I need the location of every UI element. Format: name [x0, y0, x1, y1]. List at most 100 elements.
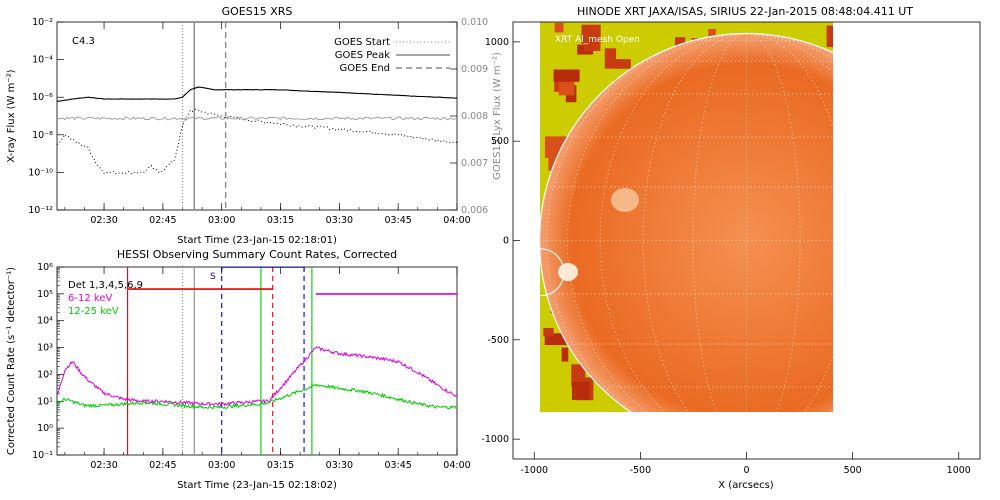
x-tick-label: 03:30	[326, 215, 353, 226]
y-tick-label: 10⁴	[37, 316, 53, 327]
goes-title: GOES15 XRS	[222, 5, 293, 18]
goes-y-axis: 10⁻¹² 10⁻¹⁰ 10⁻⁸ 10⁻⁶ 10⁻⁴ 10⁻²	[28, 17, 64, 216]
xrt-patch	[616, 59, 631, 69]
xrt-patch	[554, 23, 564, 33]
y2-tick-label: 0.010	[461, 17, 488, 28]
xrt-patch	[708, 28, 716, 37]
xrt-y-tick-label: -1000	[481, 434, 509, 445]
y-tick-label: 10¹	[37, 396, 53, 407]
y-tick-label: 10⁶	[37, 262, 53, 273]
x-tick-label: 03:00	[208, 460, 235, 471]
hessi-det-label: Det 1,3,4,5,6,9	[68, 280, 143, 291]
legend-6-12-kev: 6-12 keV	[68, 293, 112, 304]
goes-flare-class: C4.3	[72, 36, 95, 47]
hessi-y-axis: 10⁻¹ 10⁰ 10¹ 10² 10³ 10⁴ 10⁵ 10⁶	[32, 262, 64, 461]
hessi-plot-frame	[56, 266, 458, 456]
grid-longitude	[746, 33, 833, 60]
hessi-saa-marker: S	[210, 272, 216, 282]
y-tick-label: 10²	[37, 369, 53, 380]
xrt-xlabel: X (arcsecs)	[718, 480, 774, 491]
y2-tick-label: 0.006	[461, 205, 488, 216]
hessi-12-25-kev	[57, 383, 457, 410]
grid-longitude	[567, 33, 747, 412]
x-tick-label: 03:15	[267, 215, 294, 226]
x-tick-label: 03:45	[384, 460, 411, 471]
xrt-patch	[826, 25, 833, 48]
y-tick-label: 10⁵	[37, 289, 53, 300]
x-tick-label: 03:15	[267, 460, 294, 471]
y-tick-label: 10⁻⁴	[32, 55, 53, 66]
xrt-y-tick-label: 500	[491, 136, 509, 147]
y-tick-label: 10⁻⁸	[32, 130, 53, 141]
x-tick-label: 03:30	[326, 460, 353, 471]
goes-long-channel	[57, 86, 457, 102]
grid-longitude	[746, 33, 801, 412]
x-tick-label: 03:00	[208, 215, 235, 226]
grid-longitude	[692, 33, 747, 412]
goes-legend-label: GOES End	[340, 63, 390, 74]
xrt-x-tick-label: 0	[743, 465, 749, 476]
goes-ylabel: X-ray Flux (W m⁻²)	[6, 69, 17, 162]
heliographic-grid	[540, 33, 833, 412]
y2-tick-label: 0.008	[461, 111, 488, 122]
hessi-x-axis: 02:30 02:45 03:00 03:15 03:30 03:45 04:00	[64, 267, 471, 471]
xrt-y-tick-label: 0	[503, 236, 509, 247]
xrt-x-tick-label: 1000	[947, 465, 971, 476]
xrt-y-axis: -1000 -500 0 500 1000	[481, 37, 520, 445]
goes-plot-frame	[56, 21, 458, 211]
xrt-patch	[571, 381, 590, 400]
goes-legend-label: GOES Start	[334, 37, 390, 48]
hessi-event-lines	[127, 267, 313, 455]
goes-lyman-alpha	[57, 116, 457, 121]
bright-region	[611, 188, 639, 212]
xrt-patch	[561, 347, 569, 362]
hessi-title: HESSI Observing Summary Count Rates, Cor…	[117, 248, 397, 261]
hessi-ylabel: Corrected Count Rate (s⁻¹ detector⁻¹)	[6, 267, 17, 455]
xrt-patch	[548, 154, 559, 171]
goes-xlabel: Start Time (23-Jan-15 02:18:01)	[177, 235, 337, 246]
xrt-y-tick-label: 1000	[485, 37, 509, 48]
x-tick-label: 02:45	[149, 215, 176, 226]
x-tick-label: 02:30	[90, 215, 117, 226]
goes-y2label: GOES15 Lyx Flux (W m⁻²)	[492, 52, 503, 180]
xrt-patch	[553, 69, 580, 82]
xrt-x-tick-label: -1000	[520, 465, 548, 476]
xrt-filter-label: XRT Al_mesh Open	[555, 35, 640, 45]
y2-tick-label: 0.009	[461, 64, 488, 75]
x-tick-label: 02:45	[149, 460, 176, 471]
goes-y2-axis: 0.006 0.007 0.008 0.009 0.010	[450, 17, 488, 216]
x-tick-label: 04:00	[443, 215, 470, 226]
x-tick-label: 02:30	[90, 460, 117, 471]
xrt-panel: HINODE XRT JAXA/ISAS, SIRIUS 22-Jan-2015…	[481, 5, 981, 491]
xrt-x-tick-label: -500	[630, 465, 652, 476]
hessi-xlabel: Start Time (23-Jan-15 02:18:02)	[177, 480, 337, 491]
y-tick-label: 10⁻¹²	[28, 205, 53, 216]
xrt-y-tick-label: -500	[487, 335, 509, 346]
xrt-title: HINODE XRT JAXA/ISAS, SIRIUS 22-Jan-2015…	[577, 5, 913, 18]
xrt-patch	[581, 24, 601, 44]
y-tick-label: 10⁻¹	[32, 450, 53, 461]
flare-circle	[540, 248, 565, 297]
y-tick-label: 10⁻¹⁰	[28, 167, 53, 178]
y2-tick-label: 0.007	[461, 158, 488, 169]
xrt-patch	[544, 333, 572, 346]
solar-disk	[540, 33, 833, 412]
y-tick-label: 10³	[37, 343, 53, 354]
goes-panel: GOES15 XRS 10⁻¹² 10⁻¹⁰ 10⁻⁸ 10⁻⁶ 10⁻⁴ 10⁻² 0.…	[6, 5, 503, 246]
goes-legend: GOES Start GOES Peak GOES End	[334, 37, 450, 74]
hessi-series	[57, 267, 457, 410]
goes-x-axis: 02:30 02:45 03:00 03:15 03:30 03:45 04:00	[64, 22, 471, 226]
goes-series	[57, 86, 457, 175]
hessi-6-12-kev	[57, 346, 457, 407]
hessi-panel: HESSI Observing Summary Count Rates, Cor…	[6, 248, 471, 491]
goes-event-lines	[181, 22, 227, 210]
x-tick-label: 04:00	[443, 460, 470, 471]
y-tick-label: 10⁰	[37, 423, 53, 434]
xrt-patch	[604, 48, 617, 69]
solar-limb	[540, 32, 833, 412]
xrt-patch	[543, 327, 554, 337]
goes-legend-label: GOES Peak	[335, 50, 390, 61]
y-tick-label: 10⁻²	[32, 17, 53, 28]
xrt-x-tick-label: 500	[844, 465, 862, 476]
flare-source	[558, 263, 578, 281]
